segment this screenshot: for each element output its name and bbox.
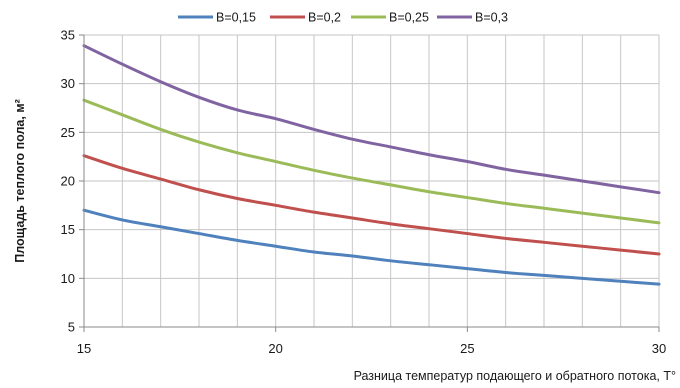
series-line-4 — [82, 44, 661, 195]
x-tick-label: 20 — [268, 341, 282, 356]
y-tick-label: 10 — [61, 271, 75, 286]
y-tick-label: 20 — [61, 174, 75, 189]
series-line-2 — [82, 154, 661, 256]
y-tick-label: 30 — [61, 76, 75, 91]
y-tick-label: 5 — [68, 320, 75, 335]
y-axis-title: Площадь теплого пола, м² — [13, 99, 27, 262]
y-tick-label: 25 — [61, 125, 75, 140]
series-line-1 — [82, 208, 661, 286]
series-line-3 — [82, 98, 661, 225]
legend-label: B=0,15 — [216, 11, 256, 25]
x-tick-label: 25 — [460, 341, 474, 356]
y-tick-label: 15 — [61, 222, 75, 237]
legend: B=0,15 B=0,2 B=0,25 B=0,3 — [178, 11, 508, 25]
x-axis-title: Разница температур подающего и обратного… — [354, 369, 676, 383]
axes: 5 10 15 20 25 30 35 15 20 25 30 — [61, 28, 667, 357]
x-tick-label: 30 — [652, 341, 666, 356]
legend-label: B=0,2 — [308, 11, 341, 25]
legend-label: B=0,25 — [389, 11, 429, 25]
series-lines — [82, 44, 661, 286]
x-tick-label: 15 — [77, 341, 91, 356]
legend-label: B=0,3 — [475, 11, 508, 25]
y-tick-label: 35 — [61, 28, 75, 43]
